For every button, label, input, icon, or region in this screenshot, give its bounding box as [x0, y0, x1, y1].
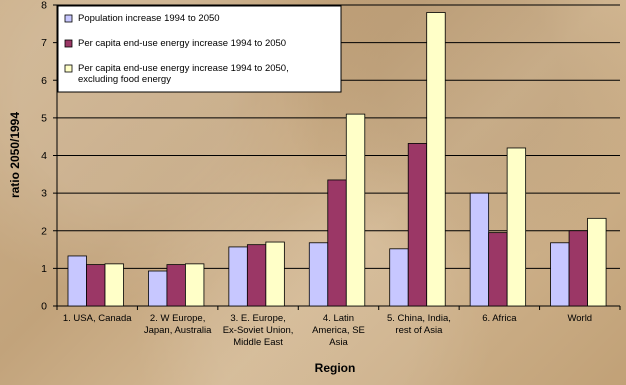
legend-swatch-3: [64, 64, 73, 73]
y-axis-tick-label: 0: [41, 301, 47, 313]
bar-2-1: [86, 264, 106, 307]
bar-3-5: [426, 12, 446, 307]
x-axis-category-label: 1. USA, Canada: [63, 313, 132, 324]
x-axis-category-label-line: 1. USA, Canada: [63, 313, 132, 324]
x-axis-title: Region: [315, 361, 356, 375]
legend-label-2: Per capita end-use energy increase 1994 …: [78, 38, 286, 49]
bar-1-5: [389, 248, 409, 307]
legend-label-3-line: Per capita end-use energy increase 1994 …: [78, 63, 289, 74]
x-axis-category-label-line: Asia: [329, 337, 348, 348]
x-axis-category-label-line: 2. W Europe,: [150, 313, 205, 324]
bar-2-3: [246, 244, 267, 307]
y-axis-tick-label: 5: [41, 112, 47, 124]
legend-swatch-1: [64, 14, 73, 23]
legend-label-1: Population increase 1994 to 2050: [78, 13, 220, 24]
bar-1-4: [308, 242, 329, 307]
bar-3-6: [506, 147, 527, 307]
legend-label-3: Per capita end-use energy increase 1994 …: [78, 63, 289, 85]
x-axis-category-label-line: 5. China, India,: [387, 313, 451, 324]
x-axis-category-label-line: America, SE: [312, 325, 365, 336]
legend-label-2-line: Per capita end-use energy increase 1994 …: [78, 38, 286, 49]
x-axis-category-label-line: rest of Asia: [395, 325, 443, 336]
y-axis-tick-label: 3: [41, 188, 47, 200]
bar-3-3: [265, 241, 285, 307]
y-axis-tick-label: 6: [41, 75, 47, 87]
y-axis-tick-label: 8: [41, 0, 47, 12]
bar-2-2: [166, 264, 186, 307]
bar-3-2: [185, 263, 205, 307]
bar-2-4: [327, 179, 347, 307]
x-axis-category-label-line: World: [567, 313, 592, 324]
x-axis-category-label: 3. E. Europe, Ex-Soviet Union, Middle East: [223, 313, 294, 348]
bar-1-1: [67, 255, 87, 307]
x-axis-category-label-line: 4. Latin: [323, 313, 354, 324]
x-axis-category-label: 5. China, India, rest of Asia: [387, 313, 451, 336]
x-axis-category-label: 6. Africa: [482, 313, 517, 324]
y-axis-tick-label: 4: [41, 150, 47, 162]
x-axis-category-label-line: Middle East: [233, 337, 283, 348]
bar-3-7: [587, 217, 607, 307]
legend-swatch-2: [64, 39, 73, 48]
x-axis-category-label-line: Ex-Soviet Union,: [223, 325, 294, 336]
y-axis-title: ratio 2050/1994: [8, 112, 22, 198]
x-axis-category-label: 4. Latin America, SE Asia: [312, 313, 365, 348]
x-axis-category-label: 2. W Europe, Japan, Australia: [144, 313, 212, 336]
x-axis-category-label-line: 3. E. Europe,: [230, 313, 285, 324]
x-axis-category-label: World: [567, 313, 592, 324]
legend-label-3-line: excluding food energy: [78, 74, 171, 85]
bar-3-4: [345, 113, 366, 307]
x-axis-category-label-line: 6. Africa: [482, 313, 517, 324]
bar-1-6: [469, 192, 490, 307]
bar-1-2: [148, 270, 168, 307]
bar-3-1: [104, 263, 124, 307]
bar-2-5: [407, 143, 428, 307]
bar-2-6: [488, 232, 508, 307]
bar-1-7: [550, 242, 570, 307]
legend: [57, 5, 342, 93]
legend-label-1-line: Population increase 1994 to 2050: [78, 13, 220, 24]
x-axis-category-label-line: Japan, Australia: [144, 325, 212, 336]
y-axis-tick-label: 2: [41, 225, 47, 237]
y-axis-tick-label: 1: [41, 263, 47, 275]
bar-2-7: [568, 230, 588, 307]
bar-1-3: [228, 246, 248, 307]
y-axis-tick-label: 7: [41, 37, 47, 49]
